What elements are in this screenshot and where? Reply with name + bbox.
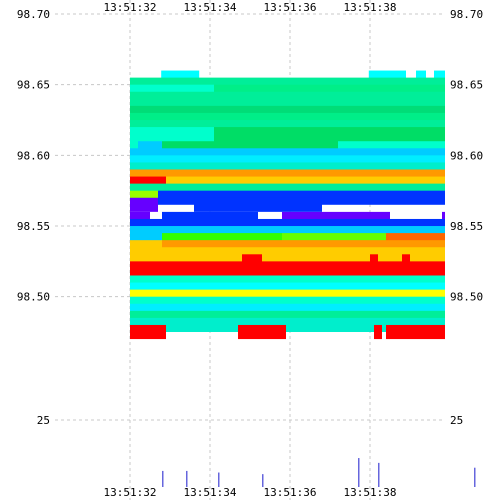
y-tick-label-left: 98.55 bbox=[17, 220, 50, 233]
volume-bar bbox=[474, 467, 476, 487]
volume-tick-label-right: 25 bbox=[450, 414, 463, 427]
x-tick-label-top: 13:51:36 bbox=[264, 1, 317, 14]
heatmap-cell bbox=[370, 254, 378, 269]
x-tick-label-top: 13:51:38 bbox=[344, 1, 397, 14]
y-tick-label-right: 98.55 bbox=[450, 220, 483, 233]
x-tick-label-bottom: 13:51:36 bbox=[264, 486, 317, 499]
y-tick-label-left: 98.65 bbox=[17, 79, 50, 92]
heatmap-cell bbox=[130, 317, 445, 332]
volume-bar bbox=[218, 472, 220, 487]
heatmap-cell bbox=[130, 197, 158, 212]
volume-bar bbox=[186, 470, 188, 487]
heatmap-cell bbox=[442, 211, 445, 226]
heatmap-cell bbox=[386, 324, 445, 340]
y-tick-label-right: 98.65 bbox=[450, 79, 483, 92]
y-tick-label-right: 98.60 bbox=[450, 149, 483, 162]
volume-bar bbox=[262, 474, 264, 487]
heatmap-cells bbox=[130, 70, 445, 340]
axis-labels: 98.70 98.70 98.65 98.65 98.60 98.60 98.55 98.55… bbox=[17, 1, 483, 499]
x-tick-label-bottom: 13:51:34 bbox=[184, 486, 237, 499]
volume-bar bbox=[378, 462, 380, 487]
x-tick-label-top: 13:51:32 bbox=[104, 1, 157, 14]
y-tick-label-left: 98.70 bbox=[17, 8, 50, 21]
heatmap-cell bbox=[130, 324, 166, 340]
heatmap-cell bbox=[194, 197, 218, 212]
heatmap-cell bbox=[402, 254, 410, 269]
heatmap-cell bbox=[238, 324, 286, 340]
y-tick-label-left: 98.60 bbox=[17, 149, 50, 162]
x-tick-label-top: 13:51:34 bbox=[184, 1, 237, 14]
heatmap-cell bbox=[130, 141, 138, 156]
x-tick-label-bottom: 13:51:38 bbox=[344, 486, 397, 499]
y-tick-label-right: 98.70 bbox=[450, 8, 483, 21]
x-tick-label-bottom: 13:51:32 bbox=[104, 486, 157, 499]
volume-bar bbox=[358, 458, 360, 487]
heatmap-cell bbox=[218, 197, 322, 212]
volume-tick-label-left: 25 bbox=[37, 414, 50, 427]
volume-bar bbox=[162, 470, 164, 487]
heatmap-cell bbox=[434, 70, 445, 85]
y-tick-label-right: 98.50 bbox=[450, 291, 483, 304]
heatmap-cell bbox=[374, 324, 382, 340]
heatmap-cell bbox=[416, 70, 426, 85]
y-tick-label-left: 98.50 bbox=[17, 291, 50, 304]
volume-bars bbox=[162, 458, 476, 487]
